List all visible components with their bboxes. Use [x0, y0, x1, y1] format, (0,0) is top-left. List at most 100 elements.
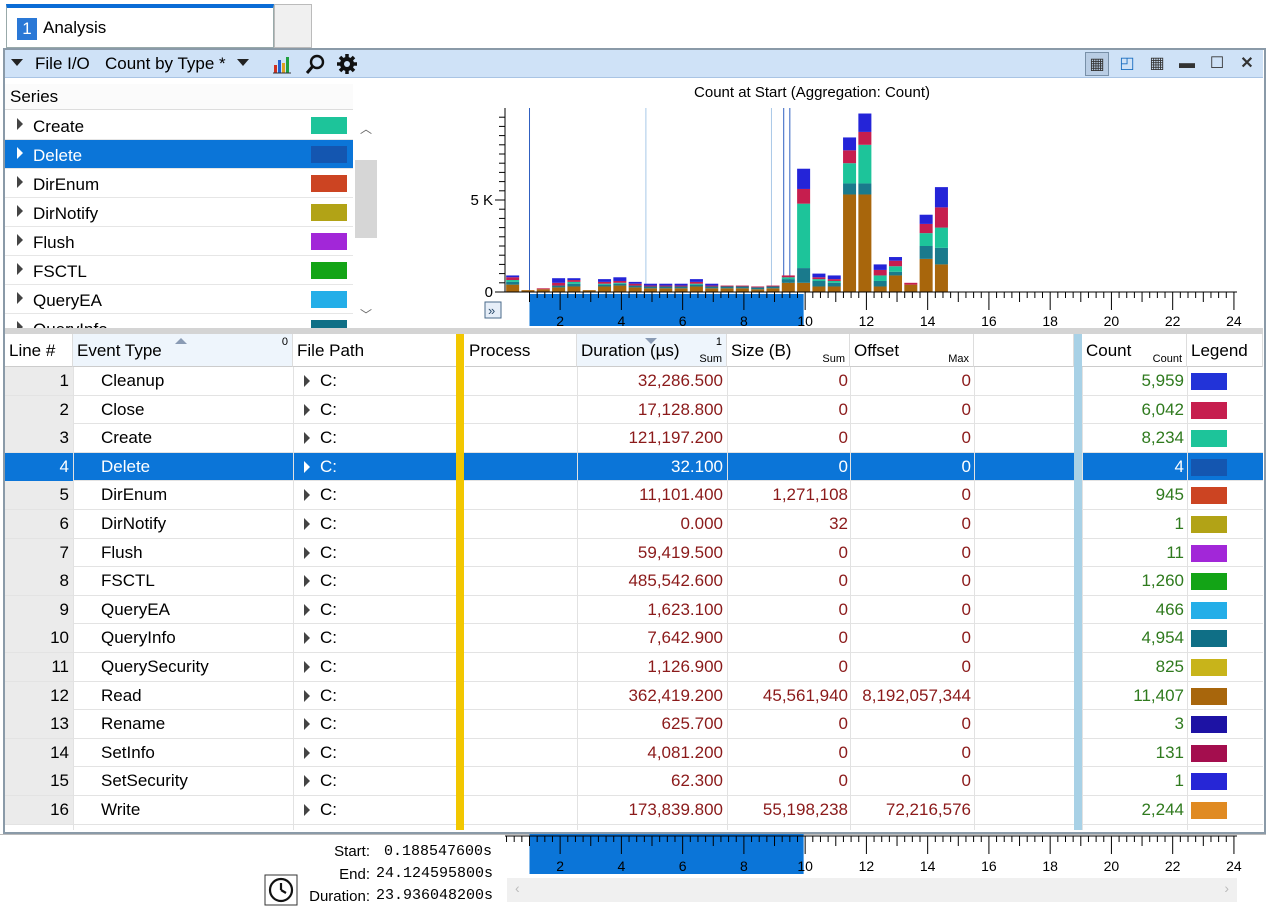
series-color-swatch[interactable] [311, 204, 347, 221]
legend-swatch[interactable] [1191, 601, 1227, 619]
col-header-size[interactable]: Size (B) Sum [727, 334, 850, 367]
chart-plot[interactable]: 05 K2 4 6 8 10 12 14 16 18 20 22 24» [387, 80, 1263, 328]
expand-triangle-icon[interactable] [17, 292, 23, 304]
legend-swatch[interactable] [1191, 516, 1227, 533]
expand-triangle-icon[interactable] [17, 321, 23, 333]
graph-only-view-icon[interactable]: ◰ [1119, 55, 1135, 72]
table-row[interactable]: 11 QuerySecurity C: 1,126.900 0 0 825 [5, 653, 1263, 682]
col-header-process[interactable]: Process [465, 334, 577, 367]
legend-swatch[interactable] [1191, 373, 1227, 390]
legend-swatch[interactable] [1191, 544, 1227, 562]
expand-triangle-icon[interactable] [17, 234, 23, 246]
col-header-duration[interactable]: Duration (µs) 1 Sum [577, 334, 727, 367]
legend-swatch[interactable] [1191, 687, 1227, 705]
table-row[interactable]: 4 Delete C: 32.100 0 0 4 [5, 452, 1263, 482]
scroll-down-icon[interactable]: ﹀ [360, 308, 373, 322]
table-row[interactable]: 9 QueryEA C: 1,623.100 0 0 466 [5, 595, 1263, 625]
expand-triangle-icon[interactable] [304, 661, 310, 673]
series-item[interactable]: Create [5, 111, 353, 140]
series-item[interactable]: QueryEA [5, 285, 353, 314]
table-row[interactable]: 16 Write C: 173,839.800 55,198,238 72,216,576… [5, 796, 1263, 825]
settings-gear-icon[interactable] [336, 53, 358, 75]
col-header-legend[interactable]: Legend [1187, 334, 1263, 367]
expand-triangle-icon[interactable] [304, 518, 310, 530]
expand-triangle-icon[interactable] [17, 118, 23, 130]
legend-swatch[interactable] [1191, 401, 1227, 419]
table-row[interactable]: 1 Cleanup C: 32,286.500 0 0 5,959 [5, 367, 1263, 396]
legend-swatch[interactable] [1191, 573, 1227, 591]
table-row[interactable]: 14 SetInfo C: 4,081.200 0 0 131 [5, 738, 1263, 768]
expand-triangle-icon[interactable] [304, 718, 310, 731]
expand-triangle-icon[interactable] [304, 460, 310, 473]
timeline-axis[interactable]: 2 4 6 8 10 12 14 16 18 20 22 24 [500, 834, 1246, 878]
minimize-icon[interactable]: ▬ [1179, 55, 1195, 72]
expand-triangle-icon[interactable] [304, 804, 310, 816]
preset-dropdown[interactable]: Count by Type * [105, 54, 226, 73]
legend-swatch[interactable] [1191, 630, 1227, 648]
series-color-swatch[interactable] [311, 291, 347, 308]
table-row[interactable]: 5 DirEnum C: 11,101.400 1,271,108 0 945 [5, 481, 1263, 510]
expand-triangle-icon[interactable] [304, 746, 310, 759]
chart-color-icon[interactable] [271, 53, 293, 75]
legend-swatch[interactable] [1191, 487, 1227, 505]
graphing-bar[interactable] [1074, 334, 1082, 830]
clock-icon[interactable] [264, 874, 298, 906]
legend-swatch[interactable] [1191, 716, 1227, 734]
expand-triangle-icon[interactable] [304, 403, 310, 416]
expand-triangle-icon[interactable] [304, 489, 310, 502]
expand-triangle-icon[interactable] [17, 176, 23, 188]
graph-and-table-view-icon[interactable]: ▦ [1085, 52, 1109, 76]
table-row[interactable]: 15 SetSecurity C: 62.300 0 0 1 [5, 767, 1263, 796]
series-color-swatch[interactable] [311, 117, 347, 134]
series-item[interactable]: Flush [5, 227, 353, 256]
col-header-event-type[interactable]: Event Type 0 [73, 334, 293, 367]
series-color-swatch[interactable] [311, 146, 347, 163]
col-header-count[interactable]: Count Count [1082, 334, 1187, 367]
series-item[interactable]: DirNotify [5, 198, 353, 227]
search-icon[interactable] [305, 53, 327, 75]
new-tab-button[interactable] [274, 4, 312, 48]
expand-triangle-icon[interactable] [304, 689, 310, 702]
table-row[interactable]: 10 QueryInfo C: 7,642.900 0 0 4,954 [5, 624, 1263, 653]
legend-swatch[interactable] [1191, 744, 1227, 762]
collapse-triangle-icon[interactable] [11, 59, 23, 66]
table-row[interactable]: 2 Close C: 17,128.800 0 0 6,042 [5, 395, 1263, 425]
expand-triangle-icon[interactable] [304, 575, 310, 588]
series-color-swatch[interactable] [311, 262, 347, 279]
legend-swatch[interactable] [1191, 802, 1227, 819]
expand-triangle-icon[interactable] [304, 375, 310, 387]
table-row[interactable]: 7 Flush C: 59,419.500 0 0 11 [5, 538, 1263, 568]
maximize-icon[interactable]: ☐ [1209, 55, 1225, 72]
table-only-view-icon[interactable]: ▦ [1149, 55, 1165, 72]
preset-dropdown-arrow-icon[interactable] [237, 59, 249, 66]
expand-triangle-icon[interactable] [304, 775, 310, 788]
timeline-scrollbar[interactable]: ‹ › [507, 878, 1237, 902]
series-item[interactable]: FSCTL [5, 256, 353, 285]
expand-triangle-icon[interactable] [304, 546, 310, 559]
series-item[interactable]: Delete [5, 140, 353, 169]
expand-triangle-icon[interactable] [17, 147, 23, 159]
expand-triangle-icon[interactable] [304, 632, 310, 645]
grouping-bar[interactable] [456, 334, 464, 830]
legend-swatch[interactable] [1191, 430, 1227, 448]
close-icon[interactable]: ✕ [1240, 55, 1254, 72]
legend-swatch[interactable] [1191, 458, 1227, 476]
expand-triangle-icon[interactable] [17, 205, 23, 217]
table-row[interactable]: 3 Create C: 121,197.200 0 0 8,234 [5, 424, 1263, 453]
scroll-right-icon[interactable]: › [1224, 880, 1229, 896]
table-row[interactable]: 8 FSCTL C: 485,542.600 0 0 1,260 [5, 567, 1263, 596]
col-header-line[interactable]: Line # [5, 334, 73, 367]
scroll-left-icon[interactable]: ‹ [515, 880, 520, 896]
legend-swatch[interactable] [1191, 659, 1227, 676]
series-color-swatch[interactable] [311, 175, 347, 192]
table-row[interactable]: 13 Rename C: 625.700 0 0 3 [5, 710, 1263, 739]
splitter[interactable] [5, 328, 1263, 334]
series-item[interactable]: DirEnum [5, 169, 353, 198]
expand-triangle-icon[interactable] [304, 432, 310, 445]
col-header-offset[interactable]: Offset Max [850, 334, 974, 367]
expand-triangle-icon[interactable] [17, 263, 23, 275]
series-scrollbar-thumb[interactable] [355, 160, 377, 238]
scroll-up-icon[interactable]: ︿ [360, 122, 373, 136]
table-row[interactable]: 6 DirNotify C: 0.000 32 0 1 [5, 510, 1263, 539]
tab-analysis[interactable]: 1 Analysis [6, 4, 274, 48]
